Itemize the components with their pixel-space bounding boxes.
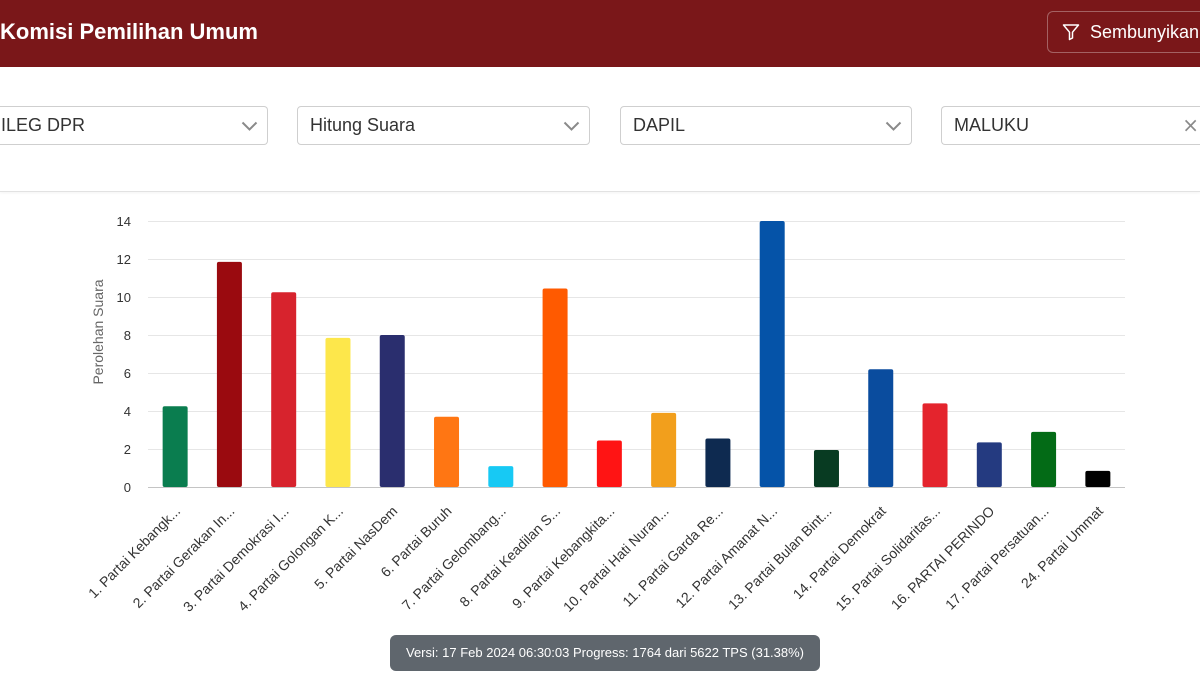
chart-bar[interactable] [813, 449, 839, 487]
x-tick-label: 15. Partai Solidaritas... [832, 503, 943, 614]
chart-bar[interactable] [922, 403, 948, 487]
progress-label: Progress: [572, 645, 629, 660]
y-tick-label: 14 [117, 214, 131, 229]
chart-bar[interactable] [976, 442, 1002, 487]
hide-filter-label: Sembunyikan [1090, 21, 1200, 42]
chart-bar[interactable] [705, 438, 731, 487]
bar-chart: Perolehan Suara 0 2 4 6 8 10 12 14 1. Partai Keb… [85, 214, 1125, 615]
chevron-down-icon [563, 121, 580, 131]
chart-bar[interactable] [271, 292, 297, 487]
x-tick-label: 16. PARTAI PERINDO [888, 503, 998, 613]
chart-bar[interactable] [868, 369, 894, 487]
y-tick-label: 10 [117, 290, 131, 305]
chart-bar[interactable] [434, 416, 460, 487]
x-tick-label: 10. Partai Hati Nuran... [560, 503, 672, 615]
region-level-select[interactable]: DAPIL [620, 106, 912, 145]
x-tick-label: 17. Partai Persatuan... [942, 503, 1052, 613]
count-type-value: Hitung Suara [310, 115, 416, 135]
x-tick-label: 8. Partai Keadilan S... [456, 503, 563, 610]
region-value: MALUKU [954, 115, 1030, 135]
region-level-value: DAPIL [633, 115, 686, 135]
progress-value: 1764 dari 5622 TPS (31.38%) [632, 645, 805, 660]
chevron-down-icon [885, 121, 902, 131]
close-icon[interactable]: × [1182, 113, 1199, 137]
chevron-down-icon [241, 121, 258, 131]
election-type-value: ILEG DPR [1, 115, 86, 135]
chart-bar[interactable] [542, 288, 568, 487]
version-status-badge: Versi: 17 Feb 2024 06:30:03 Progress: 17… [390, 635, 820, 671]
y-axis-title: Perolehan Suara [90, 279, 106, 384]
filter-icon [1062, 23, 1080, 41]
region-select[interactable]: MALUKU × [941, 106, 1200, 145]
y-tick-label: 0 [124, 480, 131, 495]
count-type-select[interactable]: Hitung Suara [297, 106, 590, 145]
x-tick-label: 3. Partai Demokrasi I... [180, 503, 292, 615]
x-tick-label: 4. Partai Golongan K... [235, 503, 346, 614]
version-label: Versi: [405, 645, 439, 660]
chart-bar[interactable] [216, 261, 242, 487]
chart-bar[interactable] [651, 412, 677, 487]
hide-filter-button[interactable]: Sembunyikan [1047, 11, 1200, 53]
x-tick-label: 14. Partai Demokrat [790, 503, 889, 602]
app-header: Komisi Pemilihan Umum Sembunyikan [0, 0, 1200, 67]
x-tick-label: 11. Partai Garda Re... [619, 503, 726, 610]
y-tick-label: 8 [124, 328, 131, 343]
chart-bar[interactable] [488, 466, 514, 487]
chart-bar[interactable] [379, 335, 405, 487]
x-tick-label: 7. Partai Gelombang... [399, 503, 509, 613]
x-tick-label: 1. Partai Kebangk... [85, 503, 183, 601]
chart-bar[interactable] [325, 337, 351, 487]
version-timestamp: 17 Feb 2024 06:30:03 [442, 645, 570, 660]
x-tick-label: 9. Partai Kebangkita... [509, 503, 618, 612]
y-tick-label: 12 [117, 252, 131, 267]
app-title: Komisi Pemilihan Umum [0, 19, 258, 44]
y-tick-label: 4 [124, 404, 131, 419]
x-tick-label: 12. Partai Amanat N... [672, 503, 780, 611]
y-tick-label: 6 [124, 366, 131, 381]
chart-bar[interactable] [1031, 431, 1057, 487]
chart-bar[interactable] [162, 406, 188, 487]
x-tick-label: 13. Partai Bulan Bint... [725, 503, 835, 613]
chart-bar[interactable] [759, 221, 785, 487]
chart-area: Perolehan Suara 0 2 4 6 8 10 12 14 1. Partai Keb… [0, 195, 1200, 675]
chart-bar[interactable] [596, 440, 622, 487]
chart-bar[interactable] [1085, 470, 1111, 487]
y-tick-label: 2 [124, 442, 131, 457]
x-tick-label: 2. Partai Gerakan In... [129, 503, 237, 611]
filter-bar: ILEG DPR Hitung Suara DAPIL MALUKU × [0, 67, 1200, 192]
election-type-select[interactable]: ILEG DPR [0, 106, 268, 145]
